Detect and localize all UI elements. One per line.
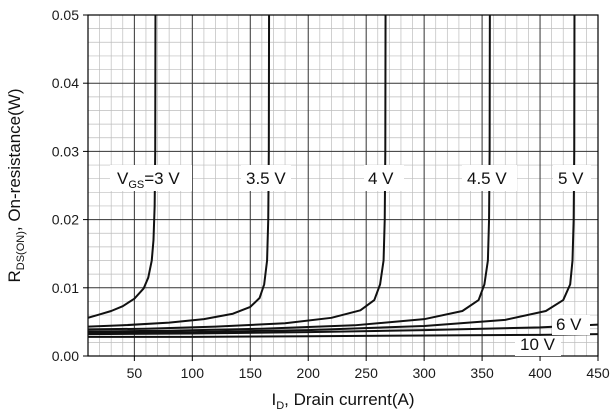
series-label: 4 V	[368, 169, 394, 188]
series-line-4V	[88, 15, 387, 331]
y-axis-title: RDS(ON), On-resistance(W)	[5, 88, 27, 282]
y-tick-label: 0.04	[52, 75, 79, 91]
x-tick-label: 350	[470, 365, 494, 381]
series-label-bg	[241, 165, 291, 191]
series-line-6V	[88, 323, 598, 336]
y-tick-label: 0.02	[52, 212, 79, 228]
series-label-bg	[553, 165, 591, 191]
series-label: VGS=3 V	[117, 169, 180, 191]
series-label: 6 V	[556, 315, 582, 334]
x-tick-label: 250	[355, 365, 379, 381]
series-label: 4.5 V	[467, 169, 507, 188]
x-tick-label: 100	[181, 365, 205, 381]
x-tick-label: 150	[239, 365, 263, 381]
series-line-3V	[88, 15, 157, 319]
series-line-5V	[88, 15, 576, 334]
y-tick-label: 0.00	[52, 348, 79, 364]
series-label: 3.5 V	[246, 169, 286, 188]
series-line-4-5V	[88, 15, 491, 333]
x-tick-label: 200	[297, 365, 321, 381]
x-axis-title: ID, Drain current(A)	[271, 390, 414, 411]
y-tick-label: 0.05	[52, 7, 79, 23]
x-tick-label: 300	[412, 365, 436, 381]
y-tick-label: 0.03	[52, 143, 79, 159]
series-label: 5 V	[558, 169, 584, 188]
series-label-bg	[462, 165, 517, 191]
series-line-10V	[88, 333, 598, 338]
x-tick-label: 450	[586, 365, 610, 381]
series-label-bg	[515, 336, 561, 356]
series-line-3-5V	[88, 15, 271, 328]
series-label-bg	[110, 165, 192, 191]
series-label-bg	[364, 165, 404, 191]
x-tick-label: 50	[127, 365, 143, 381]
series-label-bg	[552, 315, 590, 335]
series-label: 10 V	[520, 335, 556, 354]
plot-frame	[87, 14, 599, 357]
y-tick-label: 0.01	[52, 280, 79, 296]
x-tick-label: 400	[528, 365, 552, 381]
